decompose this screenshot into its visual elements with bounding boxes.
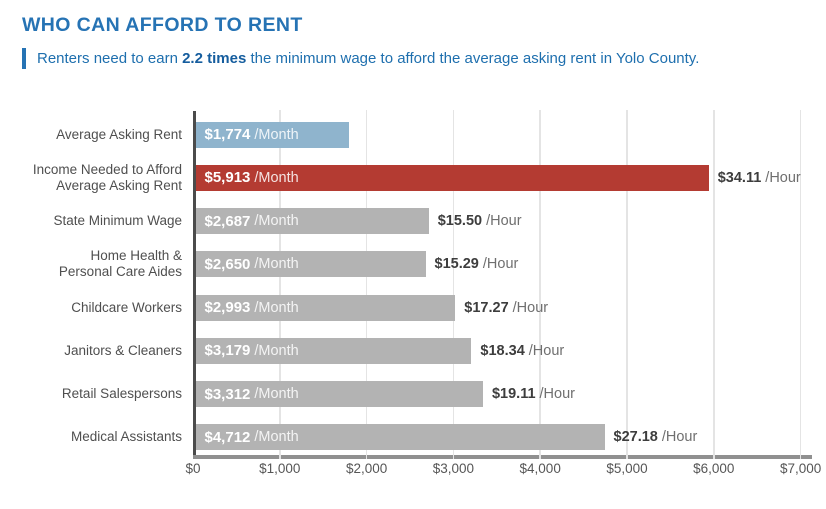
gridline [279,110,281,459]
gridline [713,110,715,459]
gridline [365,110,368,459]
page-title: WHO CAN AFFORD TO RENT [22,14,303,36]
bar-average-asking-rent: $1,774/Month [195,121,350,148]
bar-janitors-cleaners: $3,179/Month [195,337,472,364]
bar-childcare-workers: $2,993/Month [195,294,456,321]
bar-home-health-personal-care-aides: $2,650/Month [195,251,426,278]
subtitle-suffix: the minimum wage to afford the average a… [246,50,700,67]
bar-hour-label: $34.11/Hour [718,170,801,186]
bar-month-unit: /Month [254,299,299,316]
bar-hour-label: $27.18/Hour [614,429,698,445]
hour-value: $19.11 [491,386,536,403]
category-label: State Minimum Wage [53,213,182,229]
x-axis-tick-label: $7,000 [779,461,822,476]
bar-medical-assistants: $4,712/Month [195,424,605,451]
hour-value: $18.34 [480,342,525,359]
chart-header: WHO CAN AFFORD TO RENT Renters need to e… [22,14,804,69]
bar-month-value: $3,179 [204,342,251,360]
subtitle-prefix: Renters need to earn [37,50,183,67]
bar-month-unit: /Month [254,342,299,359]
x-axis-tick-label: $0 [185,461,201,476]
category-label: Medical Assistants [70,429,182,445]
hour-unit: /Hour [539,386,575,403]
x-axis-tick-label: $2,000 [345,461,388,476]
hour-value: $27.18 [613,429,658,446]
x-axis-tick-label: $6,000 [693,461,735,476]
category-label: Income Needed to Afford Average Asking Re… [32,161,182,193]
gridline [799,110,802,459]
bar-month-unit: /Month [254,126,299,143]
x-axis-tick-label: $5,000 [606,461,648,476]
category-label: Retail Salespersons [61,386,182,402]
bar-month-value: $2,687 [204,212,251,230]
gridline [452,110,455,459]
x-axis-tick-label: $1,000 [259,461,301,476]
bar-month-value: $1,774 [204,126,251,144]
bar-month-value: $3,312 [204,385,251,403]
subtitle-emphasis: 2.2 times [182,50,247,67]
bar-month-unit: /Month [254,386,299,403]
bar-hour-label: $17.27/Hour [464,300,548,316]
hour-value: $34.11 [717,169,762,186]
bar-retail-salespersons: $3,312/Month [195,381,483,408]
gridline [626,110,628,459]
hour-unit: /Hour [486,213,522,230]
hour-value: $17.27 [464,299,509,316]
category-label: Home Health & Personal Care Aides [58,248,182,280]
bar-month-unit: /Month [254,256,299,273]
y-axis-line [193,111,196,455]
hour-unit: /Hour [482,256,519,273]
x-axis-line [193,455,812,459]
bar-month-unit: /Month [254,213,299,230]
bar-hour-label: $19.11/Hour [492,386,575,402]
bar-state-minimum-wage: $2,687/Month [195,208,429,235]
category-label: Average Asking Rent [56,126,182,142]
chart-subtitle: Renters need to earn 2.2 times the minim… [22,48,782,69]
hour-value: $15.29 [434,256,479,273]
bar-month-value: $2,650 [204,255,251,273]
bar-income-needed-to-afford-average-asking-rent: $5,913/Month [195,164,709,191]
bar-hour-label: $15.50/Hour [438,213,522,229]
bar-hour-label: $18.34/Hour [480,343,564,359]
bar-month-value: $4,712 [204,428,251,446]
category-label: Childcare Workers [71,299,182,315]
hour-unit: /Hour [528,342,565,359]
gridline [539,110,541,459]
hour-unit: /Hour [765,169,801,186]
x-axis-tick-label: $4,000 [519,461,561,476]
bar-month-value: $5,913 [204,169,251,187]
category-label: Janitors & Cleaners [64,342,182,358]
x-axis-tick-label: $3,000 [432,461,475,476]
bar-hour-label: $15.29/Hour [435,256,519,272]
bar-month-unit: /Month [254,169,299,186]
bar-month-value: $2,993 [204,299,251,317]
bar-month-unit: /Month [254,429,299,446]
hour-unit: /Hour [661,429,698,446]
hour-unit: /Hour [512,299,549,316]
hour-value: $15.50 [437,213,483,230]
